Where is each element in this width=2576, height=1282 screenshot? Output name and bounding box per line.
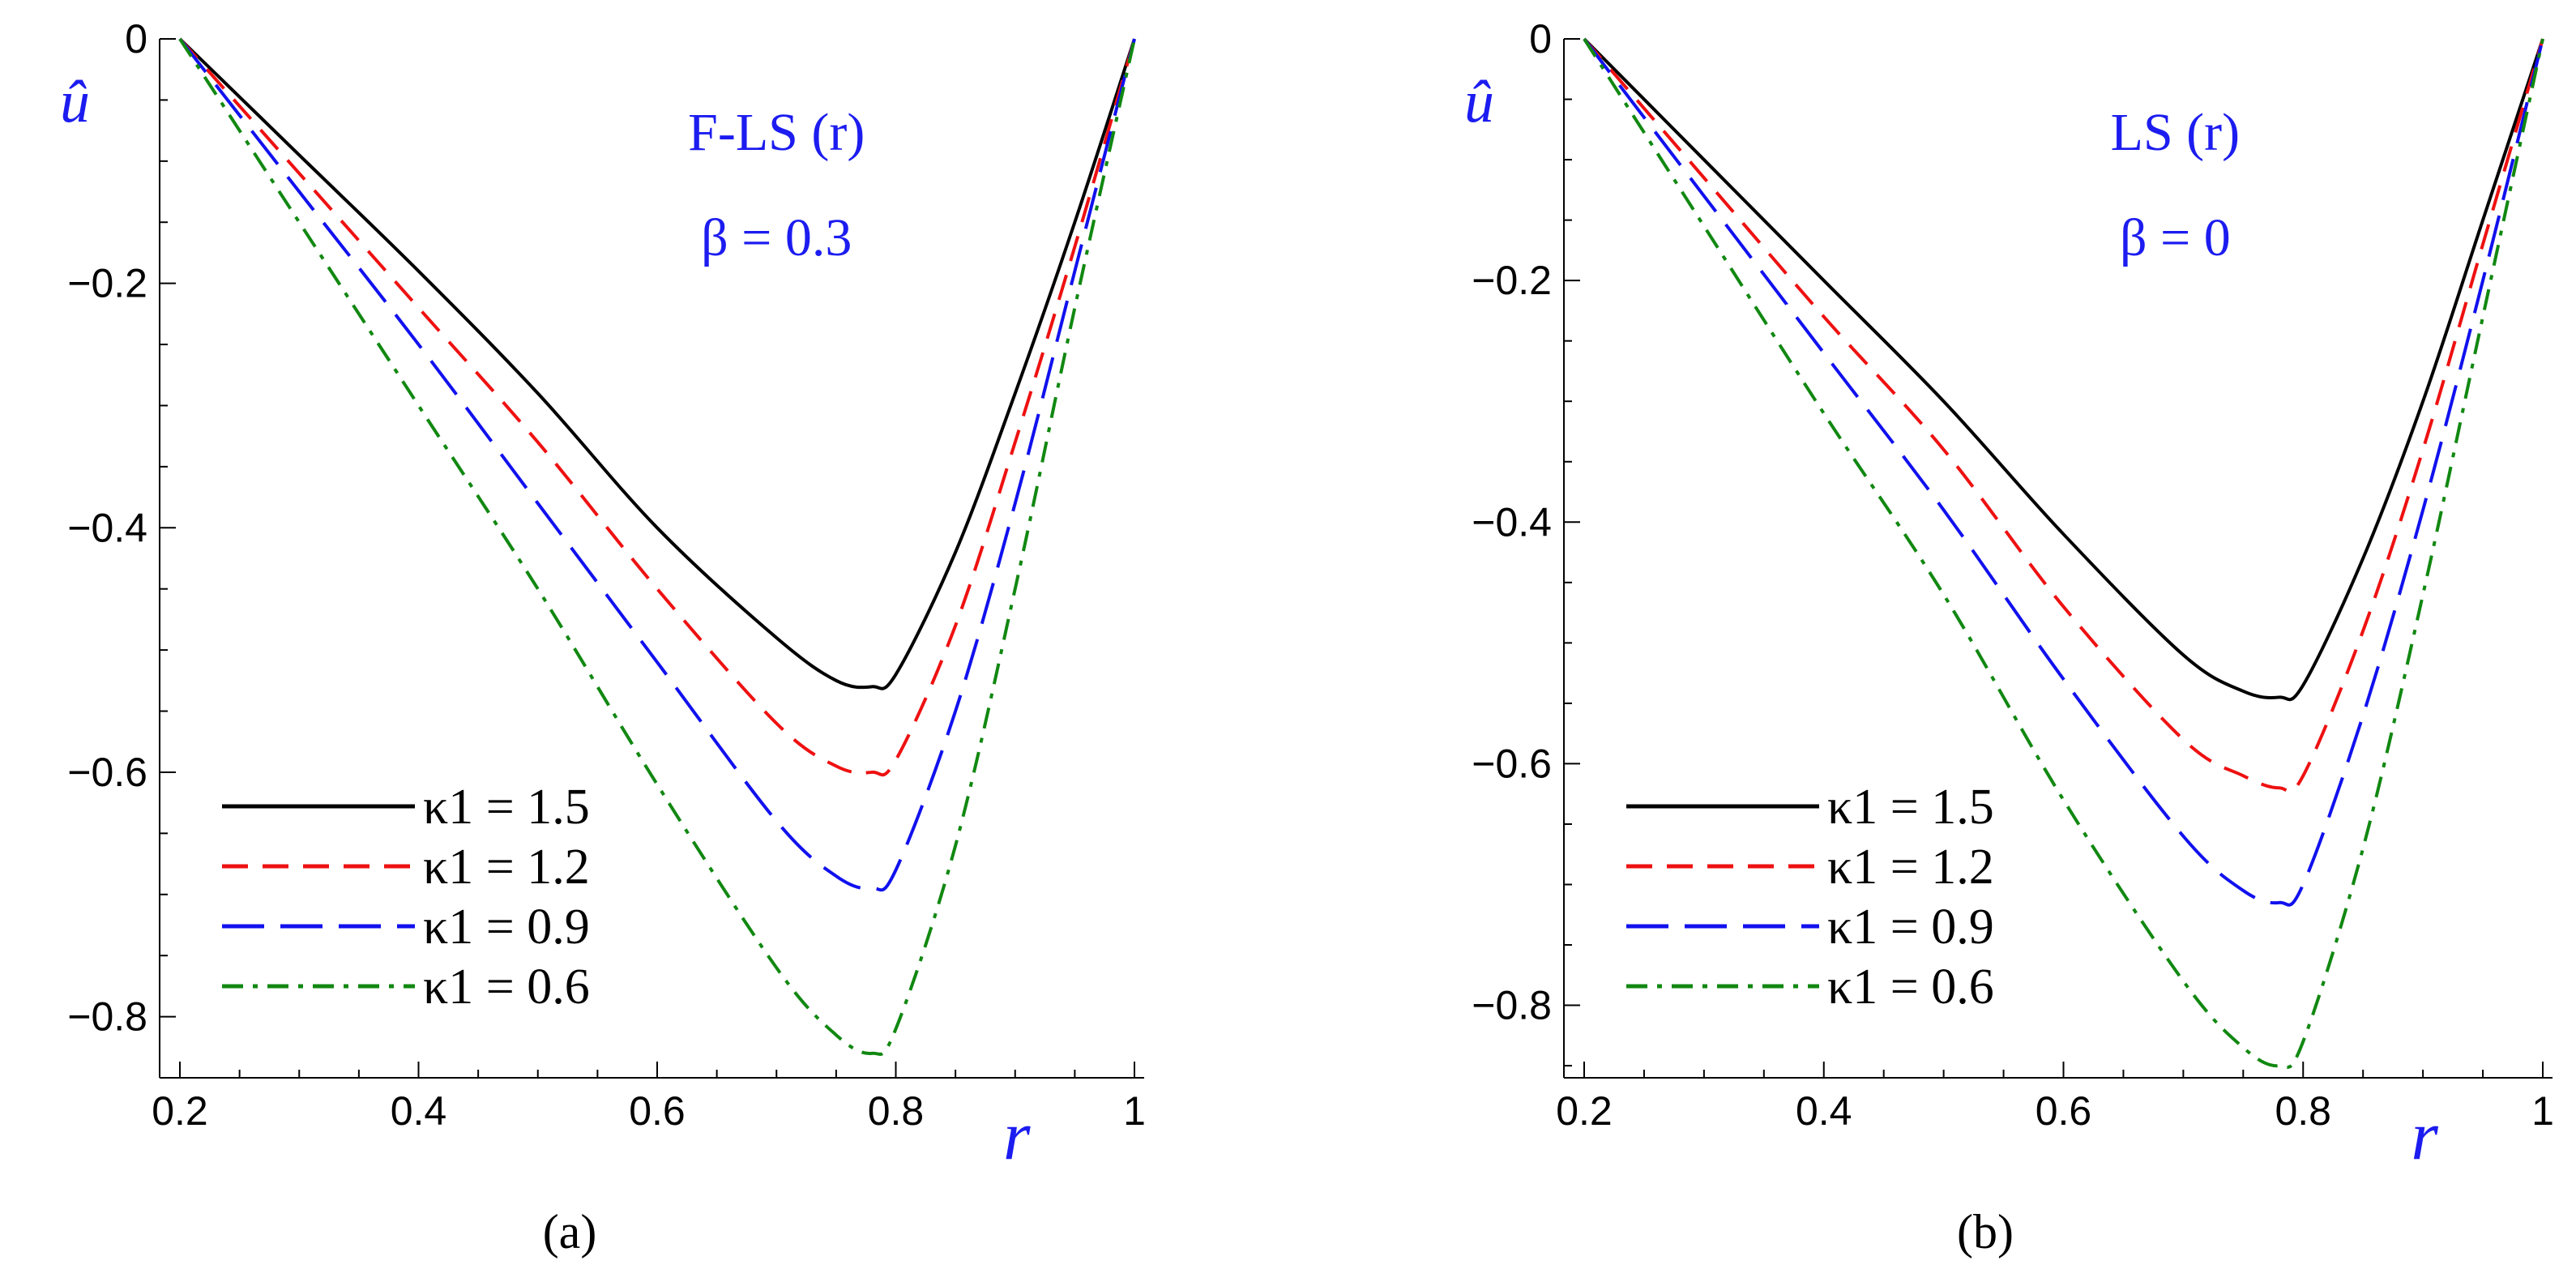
panel-caption: (b) xyxy=(1957,1205,2014,1258)
y-axis-label: û xyxy=(1464,69,1494,135)
series-line-3 xyxy=(178,37,1136,1056)
y-tick-label: −0.8 xyxy=(67,994,147,1040)
x-tick-label: 0.6 xyxy=(629,1088,686,1134)
annotation-line: LS (r) xyxy=(2111,103,2240,162)
annotation-line: F-LS (r) xyxy=(688,103,865,162)
x-tick-label: 0.8 xyxy=(2275,1088,2331,1134)
annotation-line: β = 0 xyxy=(2120,208,2231,267)
legend-label: κ1 = 1.2 xyxy=(1827,840,1994,895)
x-tick-label: 1 xyxy=(1123,1088,1146,1134)
series-line-0 xyxy=(1583,37,2544,702)
y-tick-label: −0.4 xyxy=(1472,499,1552,545)
legend-label: κ1 = 1.5 xyxy=(423,780,590,835)
y-tick-label: 0 xyxy=(125,16,147,62)
x-tick-label: 0.4 xyxy=(391,1088,447,1134)
panel-caption: (a) xyxy=(543,1205,597,1258)
x-tick-label: 0.4 xyxy=(1796,1088,1852,1134)
x-tick-label: 1 xyxy=(2531,1088,2554,1134)
series-line-1 xyxy=(1583,37,2544,793)
y-tick-label: 0 xyxy=(1529,16,1552,62)
y-tick-label: −0.2 xyxy=(67,261,147,306)
series-line-2 xyxy=(178,37,1136,892)
y-tick-label: −0.4 xyxy=(67,505,147,550)
x-tick-label: 0.2 xyxy=(152,1088,208,1134)
y-tick-label: −0.6 xyxy=(67,750,147,795)
legend-label: κ1 = 0.9 xyxy=(423,900,590,955)
x-tick-label: 0.8 xyxy=(868,1088,925,1134)
x-axis-label: r xyxy=(1003,1096,1031,1174)
series-line-0 xyxy=(178,37,1136,690)
annotation-line: β = 0.3 xyxy=(701,208,852,267)
chart-panel-a: 0 −0.2 −0.4 −0.6 −0.8 0.2 0.4 0.6 0.8 1 û r F-LS (r)… xyxy=(60,16,1146,1258)
y-tick-label: −0.8 xyxy=(1472,983,1552,1028)
legend-label: κ1 = 1.2 xyxy=(423,840,590,895)
legend-label: κ1 = 0.6 xyxy=(423,959,590,1015)
x-tick-label: 0.2 xyxy=(1556,1088,1613,1134)
x-axis-label: r xyxy=(2411,1096,2438,1174)
series-line-2 xyxy=(1583,37,2544,907)
chart-panel-b: 0 −0.2 −0.4 −0.6 −0.8 0.2 0.4 0.6 0.8 1 û r LS (r) β … xyxy=(1464,16,2554,1258)
legend-label: κ1 = 0.6 xyxy=(1827,959,1994,1015)
x-tick-label: 0.6 xyxy=(2036,1088,2092,1134)
legend-label: κ1 = 1.5 xyxy=(1827,780,1994,835)
series-line-1 xyxy=(178,37,1136,777)
series-line-3 xyxy=(1583,37,2544,1069)
y-tick-label: −0.2 xyxy=(1472,258,1552,303)
legend-label: κ1 = 0.9 xyxy=(1827,900,1994,955)
y-axis-label: û xyxy=(60,69,90,135)
y-tick-label: −0.6 xyxy=(1472,741,1552,786)
